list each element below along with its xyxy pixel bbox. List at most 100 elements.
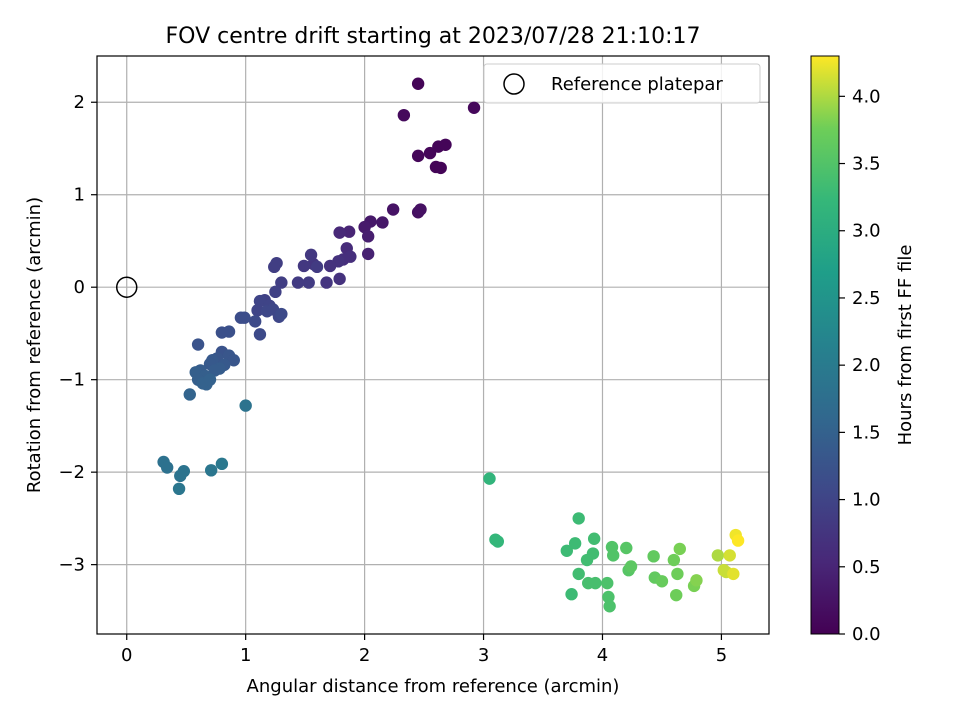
data-point: [323, 259, 337, 273]
data-point: [253, 328, 267, 341]
data-point: [361, 230, 375, 243]
legend: Reference platepar: [483, 63, 761, 104]
x-tick-label: 5: [716, 645, 727, 666]
data-point: [647, 550, 660, 563]
data-point: [603, 600, 616, 613]
x-axis-label: Angular distance from reference (arcmin): [247, 676, 620, 697]
data-point: [302, 276, 315, 289]
data-point: [601, 576, 614, 590]
data-point: [361, 247, 375, 261]
data-point: [587, 532, 601, 545]
colorbar-tick-label: 1.5: [852, 422, 881, 443]
data-point: [606, 549, 620, 562]
data-point: [711, 549, 725, 562]
data-point: [602, 590, 615, 604]
data-point: [203, 373, 217, 386]
y-tick-label: 0: [74, 277, 85, 298]
data-point: [215, 326, 229, 339]
data-point: [414, 203, 427, 216]
data-point: [491, 535, 505, 548]
data-point: [172, 482, 186, 496]
data-point: [333, 272, 346, 286]
y-axis-label: Rotation from reference (arcmin): [24, 197, 45, 493]
data-point: [275, 307, 288, 321]
colorbar-tick-label: 2.5: [852, 288, 881, 309]
data-point: [434, 161, 447, 175]
data-point: [671, 567, 684, 581]
data-point: [411, 149, 425, 163]
data-point: [160, 461, 174, 474]
reference-platepar-marker: [115, 276, 138, 298]
chart-title: FOV centre drift starting at 2023/07/28 …: [166, 24, 701, 49]
data-point: [191, 338, 205, 351]
colorbar-gradient: [810, 55, 840, 635]
data-point: [565, 588, 578, 601]
data-point: [690, 574, 703, 587]
data-point: [238, 311, 251, 324]
legend-entry-reference: Reference platepar: [551, 74, 723, 95]
colorbar-ticks: 0.0 0.5 1.0 1.5 2.0 2.5 3.0 3.5 4.0: [839, 86, 881, 645]
x-tick-label: 2: [359, 645, 370, 666]
x-tick-label: 0: [121, 645, 132, 666]
colorbar-label: Hours from first FF file: [895, 245, 916, 446]
data-point: [439, 138, 452, 151]
data-point: [586, 547, 600, 560]
data-point: [670, 588, 683, 602]
data-point: [673, 542, 686, 556]
data-point: [204, 464, 218, 477]
x-tick-label: 3: [478, 645, 489, 666]
data-point: [467, 101, 481, 114]
y-axis-ticks: 2 1 0 −1 −2 −3: [58, 92, 97, 576]
data-point: [620, 541, 633, 555]
data-point: [624, 560, 638, 573]
data-point: [667, 553, 681, 567]
data-point: [731, 534, 745, 547]
data-point: [589, 576, 602, 590]
data-point: [248, 315, 262, 328]
colorbar-tick-label: 1.0: [852, 490, 881, 511]
data-point: [560, 544, 574, 557]
colorbar-tick-label: 0.5: [852, 557, 881, 578]
colorbar-tick-label: 2.0: [852, 355, 881, 376]
data-point: [572, 567, 585, 581]
colorbar-tick-label: 3.0: [852, 221, 881, 242]
y-tick-label: −2: [58, 462, 85, 483]
colorbar-tick-label: 4.0: [852, 86, 881, 107]
x-axis-ticks: 0 1 2 3 4 5: [121, 634, 727, 666]
data-point: [655, 575, 669, 588]
data-point: [483, 472, 496, 485]
legend-box: [483, 63, 761, 104]
y-tick-label: 1: [74, 185, 85, 206]
data-point: [215, 457, 229, 471]
data-point: [291, 276, 305, 289]
data-point: [320, 276, 333, 289]
data-point: [376, 216, 389, 229]
y-tick-label: −1: [58, 370, 85, 391]
y-tick-label: 2: [74, 92, 85, 113]
data-points: [115, 77, 745, 613]
data-point: [386, 203, 400, 216]
colorbar: 0.0 0.5 1.0 1.5 2.0 2.5 3.0 3.5 4.0 Hours from f…: [810, 55, 916, 645]
data-point: [727, 567, 740, 581]
data-point: [251, 304, 264, 317]
data-point: [183, 388, 196, 401]
x-tick-label: 4: [597, 645, 608, 666]
data-point: [310, 260, 324, 274]
data-point: [723, 549, 736, 562]
data-point: [397, 108, 411, 122]
data-point: [208, 364, 221, 377]
colorbar-tick-label: 3.5: [852, 154, 881, 175]
data-point: [227, 354, 240, 367]
y-tick-label: −3: [58, 555, 85, 576]
x-tick-label: 1: [240, 645, 251, 666]
data-point: [568, 537, 582, 550]
plot-frame: [96, 55, 770, 635]
colorbar-tick-label: 0.0: [852, 624, 881, 645]
data-point: [423, 146, 437, 160]
data-point: [275, 276, 288, 289]
data-point: [342, 225, 356, 238]
data-point: [411, 77, 425, 90]
data-point: [269, 285, 282, 299]
legend-marker-icon: [503, 73, 525, 95]
